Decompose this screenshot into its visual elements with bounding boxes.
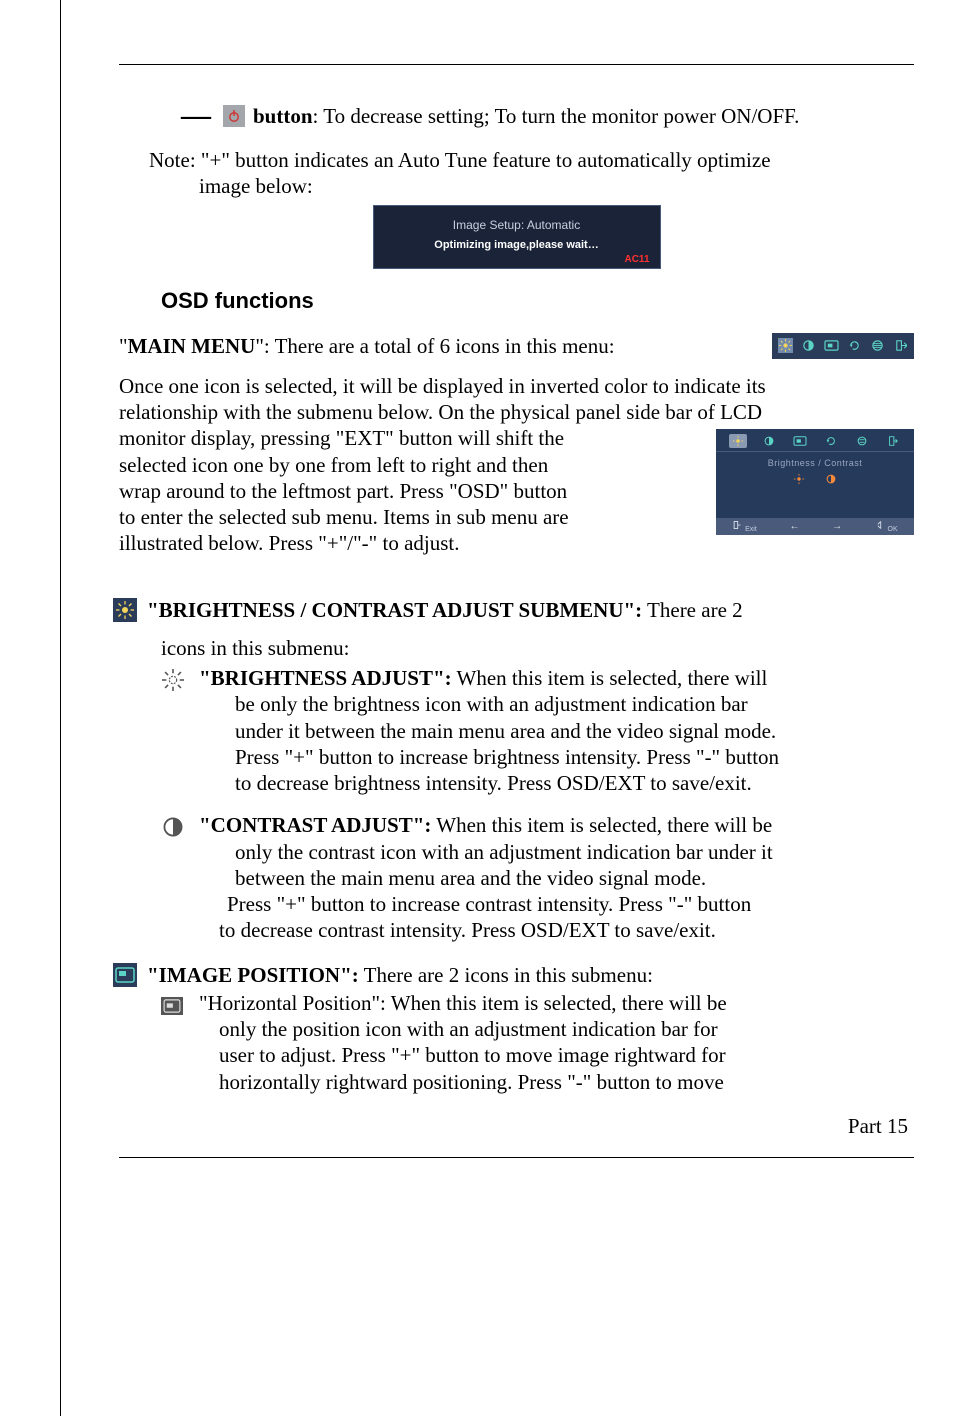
bottom-rule	[119, 1157, 914, 1158]
panel-left-arrow: ←	[789, 521, 799, 534]
bc-icons-text: icons in this submenu:	[161, 635, 914, 661]
mm-rest: ": There are a total of 6 icons in this …	[255, 334, 614, 358]
ba-l3: Press "+" button to increase brightness …	[235, 744, 914, 770]
mm-prefix: "	[119, 334, 128, 358]
ca-l3: Press "+" button to increase contrast in…	[227, 891, 914, 917]
osd-panel-top-icons	[716, 429, 914, 452]
ba-l2: under it between the main menu area and …	[235, 718, 914, 744]
ba-l1: be only the brightness icon with an adju…	[235, 691, 914, 717]
ip-title: "IMAGE POSITION": There are 2 icons in t…	[147, 962, 653, 988]
page-number: Part 15	[119, 1113, 908, 1139]
osd-panel-bottom-bar: Exit ← → OK	[716, 518, 914, 535]
os-l2: relationship with the submenu below. On …	[119, 399, 914, 425]
os-l1: Once one icon is selected, it will be di…	[119, 373, 914, 399]
power-icon	[223, 105, 245, 127]
decrease-power-line: — button: To decrease setting; To turn t…	[181, 97, 914, 135]
minus-icon: —	[181, 97, 211, 135]
bc-title-row: "BRIGHTNESS / CONTRAST ADJUST SUBMENU": …	[113, 597, 914, 623]
ip-title-row: "IMAGE POSITION": There are 2 icons in t…	[113, 962, 914, 988]
main-menu-row: "MAIN MENU": There are a total of 6 icon…	[119, 333, 914, 359]
note-line2: image below:	[199, 173, 914, 199]
contrast-icon	[801, 338, 816, 353]
options-icon	[870, 338, 885, 353]
top-rule	[119, 64, 914, 65]
auto-tune-ac-label: AC11	[624, 254, 649, 267]
brightness-icon	[778, 338, 793, 353]
panel-reset-icon	[822, 434, 840, 448]
main-menu-text: "MAIN MENU": There are a total of 6 icon…	[119, 333, 615, 359]
page-content: — button: To decrease setting; To turn t…	[61, 64, 934, 1158]
main-menu-icons-strip	[772, 333, 914, 359]
panel-right-arrow: →	[832, 521, 842, 534]
button-rest: : To decrease setting; To turn the monit…	[313, 104, 800, 128]
contrast-adjust-item: "CONTRAST ADJUST": When this item is sel…	[161, 812, 914, 943]
brightness-submenu-icon	[113, 598, 137, 622]
auto-tune-panel: Image Setup: Automatic Optimizing image,…	[373, 205, 661, 269]
ca-l2: between the main menu area and the video…	[235, 865, 914, 891]
panel-exit-label: Exit	[732, 520, 756, 535]
osd-panel-sliders	[716, 470, 914, 485]
osd-panel-screenshot: Brightness / Contrast Exit ← → OK	[716, 429, 914, 535]
slider-brightness-icon	[793, 473, 805, 485]
button-bold: button	[253, 104, 313, 128]
contrast-adjust-icon	[161, 815, 185, 839]
panel-contrast-icon	[760, 434, 778, 448]
auto-tune-line1: Image Setup: Automatic	[374, 206, 660, 233]
auto-tune-line2: Optimizing image,please wait…	[374, 233, 660, 253]
note-block: Note: "+" button indicates an Auto Tune …	[149, 147, 914, 200]
panel-options-icon	[853, 434, 871, 448]
bc-title: "BRIGHTNESS / CONTRAST ADJUST SUBMENU": …	[147, 597, 743, 623]
panel-imagepos-icon	[791, 434, 809, 448]
image-position-submenu-icon	[113, 963, 137, 987]
panel-exit-icon	[884, 434, 902, 448]
ca-l4: to decrease contrast intensity. Press OS…	[219, 917, 914, 943]
contrast-adjust-body: "CONTRAST ADJUST": When this item is sel…	[199, 812, 914, 943]
osd-functions-heading: OSD functions	[161, 287, 914, 315]
hp-l2: user to adjust. Press "+" button to move…	[219, 1042, 914, 1068]
brightness-adjust-body: "BRIGHTNESS ADJUST": When this item is s…	[199, 665, 914, 796]
hp-l3: horizontally rightward positioning. Pres…	[219, 1069, 914, 1095]
decrease-button-text: button: To decrease setting; To turn the…	[253, 103, 799, 129]
ca-l1: only the contrast icon with an adjustmen…	[235, 839, 914, 865]
note-line1: Note: "+" button indicates an Auto Tune …	[149, 147, 914, 173]
image-position-submenu: "IMAGE POSITION": There are 2 icons in t…	[119, 962, 914, 1095]
panel-ok-label: OK	[875, 520, 898, 535]
once-selected-para: Once one icon is selected, it will be di…	[119, 373, 914, 557]
osd-panel-mid-label: Brightness / Contrast	[716, 452, 914, 469]
slider-contrast-icon	[825, 473, 837, 485]
reset-icon	[847, 338, 862, 353]
image-position-icon	[824, 338, 839, 353]
hp-body: "Horizontal Position": When this item is…	[199, 990, 914, 1095]
horizontal-position-item: "Horizontal Position": When this item is…	[161, 990, 914, 1095]
ba-l4: to decrease brightness intensity. Press …	[235, 770, 914, 796]
brightness-adjust-item: "BRIGHTNESS ADJUST": When this item is s…	[161, 665, 914, 796]
mm-bold: MAIN MENU	[128, 334, 256, 358]
page-frame: — button: To decrease setting; To turn t…	[60, 0, 934, 1416]
exit-icon	[893, 338, 908, 353]
brightness-adjust-icon	[161, 668, 185, 692]
brightness-contrast-submenu: "BRIGHTNESS / CONTRAST ADJUST SUBMENU": …	[119, 597, 914, 944]
panel-brightness-icon	[729, 434, 747, 448]
hp-l1: only the position icon with an adjustmen…	[219, 1016, 914, 1042]
horizontal-position-icon	[161, 997, 183, 1015]
